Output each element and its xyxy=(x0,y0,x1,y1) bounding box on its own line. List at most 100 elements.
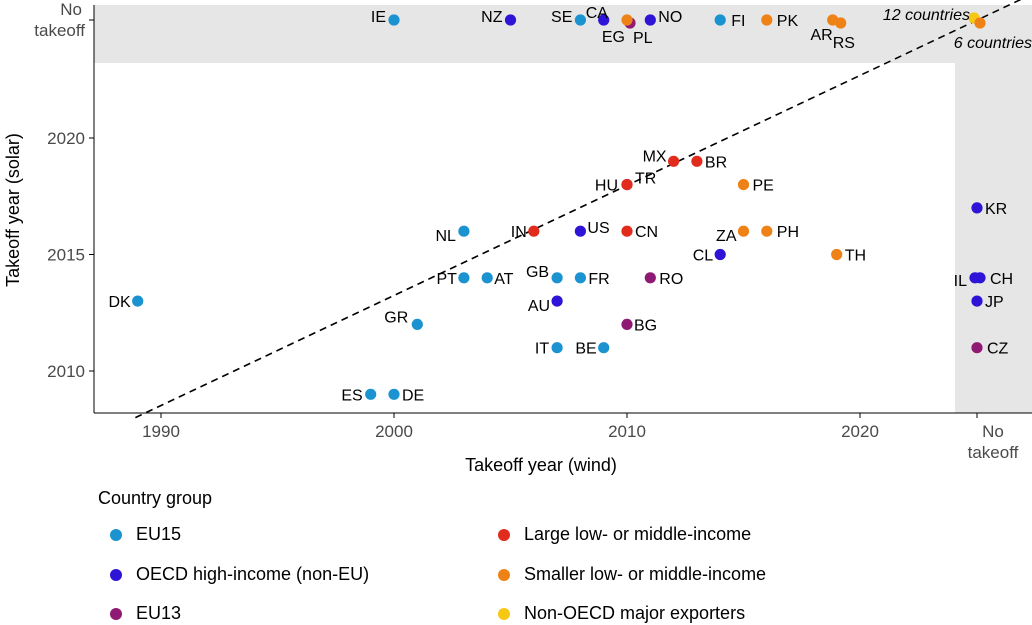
point-pe xyxy=(737,179,750,191)
point-label-es: ES xyxy=(341,387,362,404)
point-label-ch: CH xyxy=(990,271,1013,288)
legend-item-eu13: EU13 xyxy=(110,603,181,624)
point-ch xyxy=(974,272,986,284)
point-label-th: TH xyxy=(845,248,866,265)
point-label-nl: NL xyxy=(435,228,456,245)
legend-item-smaller-low-or-middle-income: Smaller low- or middle-income xyxy=(498,564,766,585)
point-label-fr: FR xyxy=(588,271,609,288)
point-label-il: IL xyxy=(954,273,967,290)
point-label-ar: AR xyxy=(810,27,832,44)
point-th xyxy=(831,248,843,261)
point-label-cl: CL xyxy=(693,248,714,265)
point-in xyxy=(528,225,540,237)
point-cz xyxy=(971,342,983,354)
legend-item-non-oecd-major-exporters: Non-OECD major exporters xyxy=(498,603,745,624)
point-label-ph: PH xyxy=(777,224,799,241)
point-label-pt: PT xyxy=(436,271,457,288)
point-labels: DK GR ES DE NL PT AT GB FR IT BE IE SE FI US AU CL NZ CA NO… xyxy=(108,5,1032,404)
legend-swatch-non-oecd-major-exporters xyxy=(498,607,510,620)
legend-label-non-oecd-major-exporters: Non-OECD major exporters xyxy=(524,603,746,623)
y-tick-label-no-takeoff: No takeoff xyxy=(34,0,85,40)
legend-item-oecd-high-income-non-eu: OECD high-income (non-EU) xyxy=(110,564,369,585)
point-ph xyxy=(761,225,773,237)
legend-swatch-eu13 xyxy=(110,607,122,620)
legend: Country group EU15 OECD high-income (non-… xyxy=(0,480,1032,625)
point-label-it: IT xyxy=(535,341,549,358)
point-label-nz: NZ xyxy=(481,9,503,26)
point-label-fi: FI xyxy=(731,13,745,30)
legend-item-eu15: EU15 xyxy=(110,524,181,545)
trend-line xyxy=(135,0,1022,419)
point-cn xyxy=(621,225,633,237)
point-label-de: DE xyxy=(402,387,424,404)
point-label-be: BE xyxy=(575,341,596,358)
point-no xyxy=(644,14,656,26)
point-it xyxy=(551,342,563,354)
point-label-hu: HU xyxy=(595,178,618,195)
point-label-pe: PE xyxy=(753,178,774,195)
point-label-gr: GR xyxy=(384,309,408,326)
point-label-dk: DK xyxy=(108,294,131,311)
x-axis-title: Takeoff year (wind) xyxy=(465,455,617,475)
point-pk xyxy=(761,14,773,26)
y-axis-title: Takeoff year (solar) xyxy=(3,133,23,287)
point-mx xyxy=(668,155,680,167)
point-ca xyxy=(598,14,610,26)
chart-svg: 1990 2000 2010 2020 No takeoff 2010 2015 2020 No t… xyxy=(3,0,1032,475)
point-label-ie: IE xyxy=(371,9,386,26)
point-gr xyxy=(411,318,423,330)
point-gb xyxy=(551,272,563,284)
point-label-eg: EG xyxy=(602,29,625,46)
point-eg xyxy=(621,14,633,26)
x-tick-label-2020: 2020 xyxy=(841,422,879,441)
trend-line-group xyxy=(135,0,1022,419)
legend-label-oecd-high-income-non-eu: OECD high-income (non-EU) xyxy=(136,564,370,584)
point-at xyxy=(481,272,493,284)
point-fr xyxy=(574,272,587,284)
legend-title: Country group xyxy=(98,488,213,508)
x-tick-label-2000: 2000 xyxy=(375,422,413,441)
point-se xyxy=(574,14,587,26)
point-tr xyxy=(621,179,633,191)
point-pt xyxy=(458,272,470,284)
x-tick-label-no-takeoff: No takeoff xyxy=(968,422,1019,462)
point-fi xyxy=(714,14,726,26)
point-label-cz: CZ xyxy=(987,341,1009,358)
legend-swatch-eu15 xyxy=(110,528,122,541)
point-jp xyxy=(971,295,983,307)
point-us xyxy=(574,225,587,237)
y-tick-label-2020: 2020 xyxy=(47,129,85,148)
point-label-ro: RO xyxy=(659,271,683,288)
legend-label-large-low-or-middle-income: Large low- or middle-income xyxy=(524,524,752,544)
point-label-kr: KR xyxy=(985,201,1007,218)
point-label-jp: JP xyxy=(985,294,1004,311)
plot-area xyxy=(94,63,955,413)
point-label-12-countries: 12 countries xyxy=(883,7,970,24)
point-de xyxy=(388,388,400,400)
legend-swatch-oecd-high-income-non-eu xyxy=(110,568,122,581)
point-bg xyxy=(621,318,633,330)
y-tick-label-2010: 2010 xyxy=(47,362,85,381)
point-rs xyxy=(835,17,847,29)
point-label-in: IN xyxy=(511,224,527,241)
scatter-points xyxy=(132,12,986,400)
point-label-br: BR xyxy=(705,154,727,171)
point-cl xyxy=(714,248,726,261)
point-label-cn: CN xyxy=(635,224,658,241)
no-takeoff-band-top xyxy=(94,5,1032,63)
point-nz xyxy=(504,14,517,26)
point-6-countries xyxy=(974,17,986,29)
point-ie xyxy=(388,14,400,26)
point-label-au: AU xyxy=(528,298,550,315)
point-label-rs: RS xyxy=(833,35,855,52)
x-tick-label-2010: 2010 xyxy=(608,422,646,441)
point-za xyxy=(737,225,750,237)
legend-swatch-smaller-low-or-middle-income xyxy=(498,568,510,581)
point-label-6-countries: 6 countries xyxy=(954,35,1032,52)
legend-label-eu15: EU15 xyxy=(136,524,182,544)
point-label-at: AT xyxy=(494,271,513,288)
legend-label-smaller-low-or-middle-income: Smaller low- or middle-income xyxy=(524,564,767,584)
point-label-tr: TR xyxy=(635,171,656,188)
legend-item-large-low-or-middle-income: Large low- or middle-income xyxy=(498,524,751,545)
point-label-mx: MX xyxy=(643,148,667,165)
